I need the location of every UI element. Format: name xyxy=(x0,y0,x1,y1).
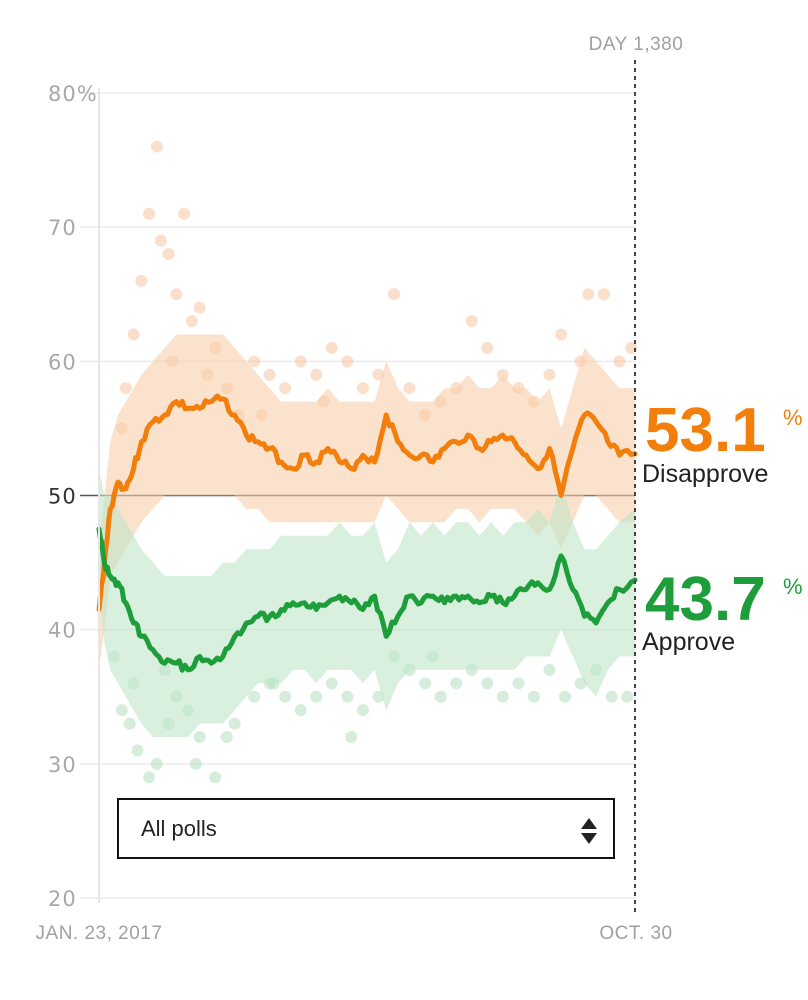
poll-dot-disapprove xyxy=(465,315,478,328)
y-tick-label: 60 xyxy=(48,350,77,374)
poll-dot-disapprove xyxy=(248,355,261,368)
poll-dot-disapprove xyxy=(310,368,323,381)
trend-line-disapprove xyxy=(96,393,638,612)
poll-dot-approve xyxy=(228,717,241,730)
poll-dot-disapprove xyxy=(119,382,132,395)
poll-dot-approve xyxy=(310,690,323,703)
approve-callout: 43.7 % Approve xyxy=(642,565,803,656)
uncertainty-bands xyxy=(99,334,635,737)
poll-dot-disapprove xyxy=(178,207,191,220)
poll-dot-approve xyxy=(189,757,202,770)
poll-dot-approve xyxy=(325,677,338,690)
poll-dot-disapprove xyxy=(597,288,610,301)
y-tick-label: 20 xyxy=(48,887,77,911)
poll-dot-disapprove xyxy=(263,368,276,381)
poll-dot-approve xyxy=(294,704,307,717)
poll-dot-disapprove xyxy=(127,328,140,341)
approve-value: 43.7 xyxy=(645,565,766,634)
disapprove-callout: 53.1 % Disapprove xyxy=(642,396,803,488)
poll-dot-approve xyxy=(496,690,509,703)
day-marker-label: DAY 1,380 xyxy=(589,34,684,55)
poll-dot-disapprove xyxy=(582,288,595,301)
poll-dot-approve xyxy=(143,771,156,784)
poll-dot-disapprove xyxy=(294,355,307,368)
poll-dot-disapprove xyxy=(143,207,156,220)
poll-dot-disapprove xyxy=(150,140,163,153)
disapprove-percent-sign: % xyxy=(783,405,803,430)
poll-dot-approve xyxy=(279,690,292,703)
y-tick-label: 80% xyxy=(48,82,98,106)
poll-dot-approve xyxy=(527,690,540,703)
poll-dot-approve xyxy=(220,731,233,743)
poll-dot-approve xyxy=(115,704,128,717)
poll-dot-disapprove xyxy=(403,382,416,395)
poll-dot-approve xyxy=(209,771,222,784)
poll-dot-approve xyxy=(605,690,618,703)
poll-dot-disapprove xyxy=(613,355,626,368)
poll-dot-approve xyxy=(123,717,136,730)
disapprove-value: 53.1 xyxy=(645,396,766,465)
poll-dot-disapprove xyxy=(356,382,369,395)
approve-label: Approve xyxy=(642,628,735,656)
poll-dot-approve xyxy=(621,690,634,703)
sort-arrows-icon xyxy=(581,814,597,846)
poll-dot-approve xyxy=(512,677,525,690)
poll-dot-approve xyxy=(450,677,463,690)
approve-percent-sign: % xyxy=(783,574,803,599)
poll-filter-label: All polls xyxy=(141,816,217,841)
poll-dot-approve xyxy=(434,690,447,703)
poll-dot-disapprove xyxy=(325,341,338,354)
poll-dot-approve xyxy=(131,744,144,757)
poll-dot-disapprove xyxy=(481,341,494,354)
poll-dot-approve xyxy=(356,704,369,717)
trend-line-approve xyxy=(96,526,638,673)
disapprove-label: Disapprove xyxy=(642,460,768,488)
y-tick-label: 70 xyxy=(48,216,77,240)
y-axis-ticks: 20 30 40 50 60 70 80% xyxy=(48,82,98,911)
poll-dot-approve xyxy=(248,690,261,703)
poll-dot-disapprove xyxy=(170,288,183,301)
y-tick-label: 30 xyxy=(48,753,77,777)
poll-dot-approve xyxy=(193,731,206,743)
poll-dot-approve xyxy=(341,690,354,703)
poll-dot-disapprove xyxy=(185,315,198,328)
poll-dot-approve xyxy=(150,757,163,770)
poll-dot-approve xyxy=(419,677,432,690)
poll-dot-disapprove xyxy=(193,301,206,314)
poll-dot-disapprove xyxy=(154,234,167,247)
poll-dot-approve xyxy=(345,731,358,743)
poll-dot-disapprove xyxy=(341,355,354,368)
x-start-label: JAN. 23, 2017 xyxy=(36,923,163,944)
poll-dot-approve xyxy=(543,663,556,676)
y-tick-label: 50 xyxy=(48,485,77,509)
trend-lines xyxy=(96,393,638,673)
poll-dot-disapprove xyxy=(388,288,401,301)
poll-filter-dropdown[interactable]: All polls xyxy=(117,798,615,859)
band-disapprove xyxy=(99,334,635,670)
poll-dot-disapprove xyxy=(279,382,292,395)
y-tick-label: 40 xyxy=(48,619,77,643)
poll-dot-approve xyxy=(481,677,494,690)
poll-dot-disapprove xyxy=(162,248,175,260)
poll-dot-disapprove xyxy=(543,368,556,381)
poll-dot-disapprove xyxy=(135,274,148,287)
x-end-label: OCT. 30 xyxy=(599,923,672,944)
poll-dot-disapprove xyxy=(496,368,509,381)
poll-dot-disapprove xyxy=(555,328,568,341)
poll-dot-approve xyxy=(559,690,572,703)
